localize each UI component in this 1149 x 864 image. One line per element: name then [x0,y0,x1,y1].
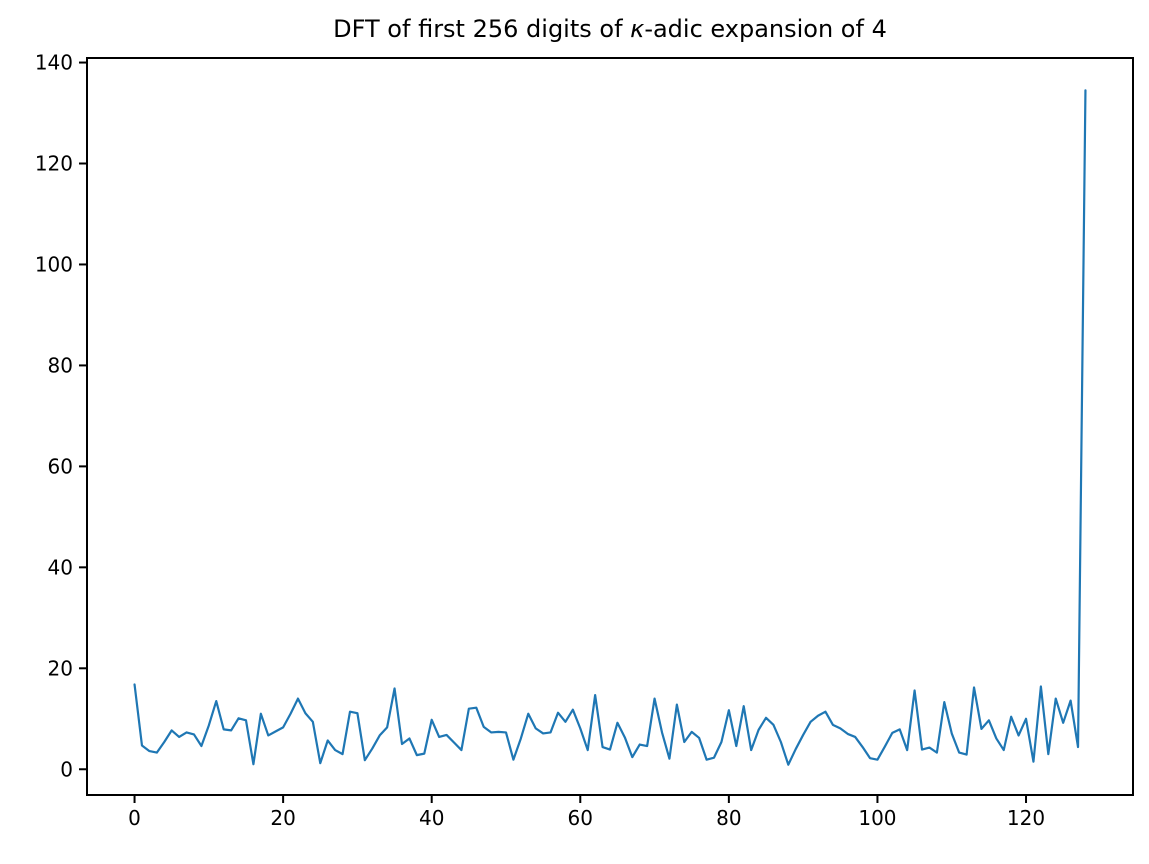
data-line [133,89,1087,766]
x-tick-label: 100 [858,806,896,830]
chart-title-kappa: κ [630,15,645,43]
chart-title: DFT of first 256 digits of κ-adic expans… [87,14,1133,44]
axes-spines [86,57,1134,796]
chart-title-prefix: DFT of first 256 digits of [333,15,631,43]
y-tick-label: 120 [35,152,73,176]
x-tick-label: 20 [270,806,295,830]
y-tick-label: 40 [48,555,73,579]
y-tick-label: 0 [60,757,73,781]
x-tick-label: 120 [1007,806,1045,830]
x-tick-label: 60 [568,806,593,830]
y-tick-label: 80 [48,353,73,377]
y-tick-label: 60 [48,454,73,478]
y-tick-label: 20 [48,656,73,680]
y-tick-label: 140 [35,51,73,75]
x-tick-label: 0 [128,806,141,830]
x-tick-label: 80 [716,806,741,830]
chart-title-suffix: -adic expansion of 4 [644,15,887,43]
x-tick-label: 40 [419,806,444,830]
y-tick-label: 100 [35,252,73,276]
